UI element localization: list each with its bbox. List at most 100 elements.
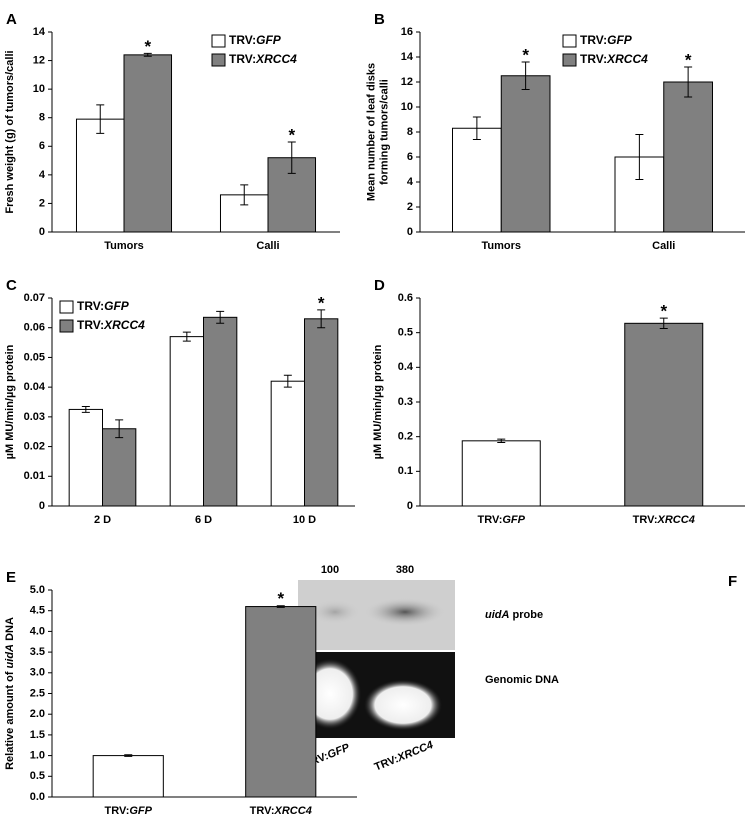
sample-label: TRV:XRCC4 (373, 739, 435, 773)
chart: A 0 2 4 6 8 10 12 14 Fresh weight (g) of tumors/c… (4, 11, 340, 252)
bar (270, 380, 306, 507)
y-tick-label: 14 (33, 26, 46, 38)
y-tick-label: 4 (407, 176, 414, 188)
y-axis-label: µM MU/min/µg protein (4, 344, 16, 459)
significance: * (660, 302, 667, 321)
x-tick-label: TRV:XRCC4 (250, 805, 312, 816)
y-axis-label: forming tumors/calli (378, 79, 390, 185)
x-tick-label: 10 D (293, 514, 316, 526)
bar (452, 127, 502, 233)
significance: * (277, 589, 284, 608)
y-tick-label: 2 (39, 197, 45, 209)
error-bar (81, 405, 90, 413)
y-tick-label: 0 (407, 226, 413, 238)
band (310, 600, 360, 624)
y-tick-label: 0 (39, 226, 45, 238)
error-bar (497, 438, 506, 444)
y-tick-label: 0.05 (24, 351, 45, 363)
significance: * (522, 45, 529, 64)
dna-blob (363, 679, 443, 731)
error-bar (635, 134, 644, 180)
y-tick-label: 8 (39, 112, 45, 124)
y-tick-label: 0.06 (24, 322, 45, 334)
panel-label: E (6, 569, 16, 586)
x-tick-label: 2 D (94, 514, 111, 526)
y-tick-label: 5.0 (30, 584, 45, 596)
legend-label: TRV:XRCC4 (580, 52, 648, 66)
x-tick-label: Calli (256, 240, 279, 252)
y-axis-label: Mean number of leaf disks (365, 63, 377, 201)
legend-swatch (59, 300, 74, 314)
y-tick-label: 0.3 (398, 396, 413, 408)
error-bar (684, 66, 693, 98)
y-tick-label: 0.04 (24, 381, 46, 393)
error-bar (240, 184, 249, 206)
y-tick-label: 10 (33, 83, 45, 95)
legend-swatch (562, 53, 577, 67)
bar (304, 318, 339, 507)
bar (102, 428, 137, 507)
error-bar (96, 104, 105, 134)
legend-label: TRV:XRCC4 (229, 52, 297, 66)
error-bar (521, 61, 530, 90)
y-tick-label: 0.5 (30, 770, 45, 782)
y-tick-label: 12 (33, 54, 45, 66)
y-tick-label: 6 (407, 151, 413, 163)
panel-label: A (6, 11, 17, 28)
y-tick-label: 8 (407, 126, 413, 138)
error-bar (216, 310, 225, 324)
legend-swatch (59, 319, 74, 333)
bar (500, 75, 551, 233)
significance: * (288, 125, 295, 144)
error-bar (472, 116, 481, 140)
y-tick-label: 16 (401, 26, 413, 38)
y-tick-label: 0 (407, 500, 413, 512)
lane-label: 100 (321, 564, 339, 576)
y-tick-label: 0.4 (398, 361, 414, 373)
lane-label: 380 (396, 564, 414, 576)
y-tick-label: 0.02 (24, 440, 45, 452)
y-tick-label: 10 (401, 101, 413, 113)
significance: * (144, 37, 151, 56)
chart: B 0 2 4 6 8 10 12 14 16 Mean number of leaf disks f… (365, 11, 745, 252)
legend-swatch (211, 34, 226, 48)
legend-swatch (211, 53, 226, 67)
error-bar (659, 317, 668, 330)
error-bar (115, 419, 124, 439)
y-tick-label: 2.5 (30, 687, 45, 699)
x-tick-label: Calli (652, 240, 675, 252)
error-bar (182, 331, 191, 342)
panel-label: C (6, 277, 17, 294)
y-axis-label: µM MU/min/µg protein (372, 344, 384, 459)
chart: C 0 0.01 0.02 0.03 0.04 0.05 0.06 0.07 µM MU/min/… (4, 277, 355, 526)
bar (68, 408, 103, 507)
legend-label: TRV:GFP (77, 299, 130, 313)
error-bar (124, 754, 133, 757)
row-label: uidA probe (485, 609, 543, 621)
bar (123, 54, 173, 233)
significance: * (685, 50, 692, 69)
x-tick-label: Tumors (481, 240, 521, 252)
panel-label: D (374, 277, 385, 294)
bar (245, 606, 317, 798)
legend-label: TRV:GFP (229, 33, 282, 47)
y-tick-label: 0.5 (398, 327, 413, 339)
bar (203, 316, 238, 507)
y-tick-label: 4 (39, 169, 46, 181)
error-bar (317, 309, 326, 329)
bar (92, 755, 164, 798)
y-tick-label: 0 (39, 500, 45, 512)
y-tick-label: 2.0 (30, 708, 45, 720)
bar (461, 440, 541, 507)
y-tick-label: 0.03 (24, 411, 45, 423)
y-tick-label: 14 (401, 51, 414, 63)
gel: F 100 380 uidA probe Genomic DNA TRV:GFP… (298, 564, 737, 773)
y-tick-label: 1.0 (30, 750, 45, 762)
y-tick-label: 2 (407, 201, 413, 213)
y-tick-label: 0.0 (30, 791, 45, 803)
error-bar (143, 52, 152, 57)
y-tick-label: 4.0 (30, 625, 45, 637)
y-tick-label: 0.2 (398, 431, 413, 443)
error-bar (276, 605, 285, 608)
